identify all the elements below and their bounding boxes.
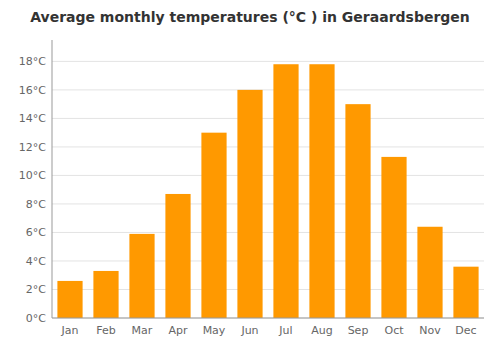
x-tick-label: Jun — [240, 324, 258, 337]
y-tick-label: 12°C — [19, 141, 46, 154]
bar — [381, 157, 406, 318]
bar — [57, 281, 82, 318]
bar — [129, 234, 154, 318]
bar — [453, 267, 478, 318]
grid-line — [52, 118, 484, 119]
chart-container: Average monthly temperatures (°C ) in Ge… — [0, 0, 500, 350]
bar — [273, 64, 298, 318]
y-tick-label: 8°C — [26, 198, 46, 211]
x-tick-label: Mar — [132, 324, 153, 337]
y-axis: 0°C 2°C 4°C 6°C 8°C 10°C 12°C 14°C 16°C 18°C — [19, 55, 46, 325]
bar — [237, 90, 262, 318]
x-axis: Jan Feb Mar Apr May Jun Jul Aug Sep Oct Nov Dec — [61, 324, 477, 337]
y-axis-line — [52, 40, 53, 318]
bar — [201, 133, 226, 318]
y-tick-label: 14°C — [19, 112, 46, 125]
x-tick-label: Oct — [384, 324, 404, 337]
y-tick-label: 4°C — [26, 255, 46, 268]
bars — [57, 64, 478, 318]
x-tick-label: Apr — [168, 324, 188, 337]
x-tick-label: Jul — [278, 324, 292, 337]
chart: Average monthly temperatures (°C ) in Ge… — [0, 0, 500, 350]
grid — [52, 61, 484, 318]
bar — [345, 104, 370, 318]
bar — [165, 194, 190, 318]
y-tick-label: 2°C — [26, 283, 46, 296]
y-tick-label: 6°C — [26, 226, 46, 239]
bar — [93, 271, 118, 318]
y-tick-label: 16°C — [19, 84, 46, 97]
x-tick-label: Feb — [96, 324, 115, 337]
bar — [309, 64, 334, 318]
x-tick-label: Nov — [419, 324, 441, 337]
y-tick-label: 10°C — [19, 169, 46, 182]
grid-line — [52, 146, 484, 147]
grid-line — [52, 318, 484, 319]
y-tick-label: 18°C — [19, 55, 46, 68]
x-tick-label: Sep — [348, 324, 369, 337]
y-tick-label: 0°C — [26, 312, 46, 325]
grid-line — [52, 175, 484, 176]
grid-line — [52, 61, 484, 62]
grid-line — [52, 89, 484, 90]
x-tick-label: May — [203, 324, 226, 337]
x-axis-line — [52, 318, 484, 319]
x-tick-label: Aug — [311, 324, 332, 337]
x-tick-label: Dec — [455, 324, 476, 337]
title: Average monthly temperatures (°C ) in Ge… — [30, 9, 470, 25]
x-tick-label: Jan — [61, 324, 79, 337]
bar — [417, 227, 442, 318]
grid-line — [52, 203, 484, 204]
